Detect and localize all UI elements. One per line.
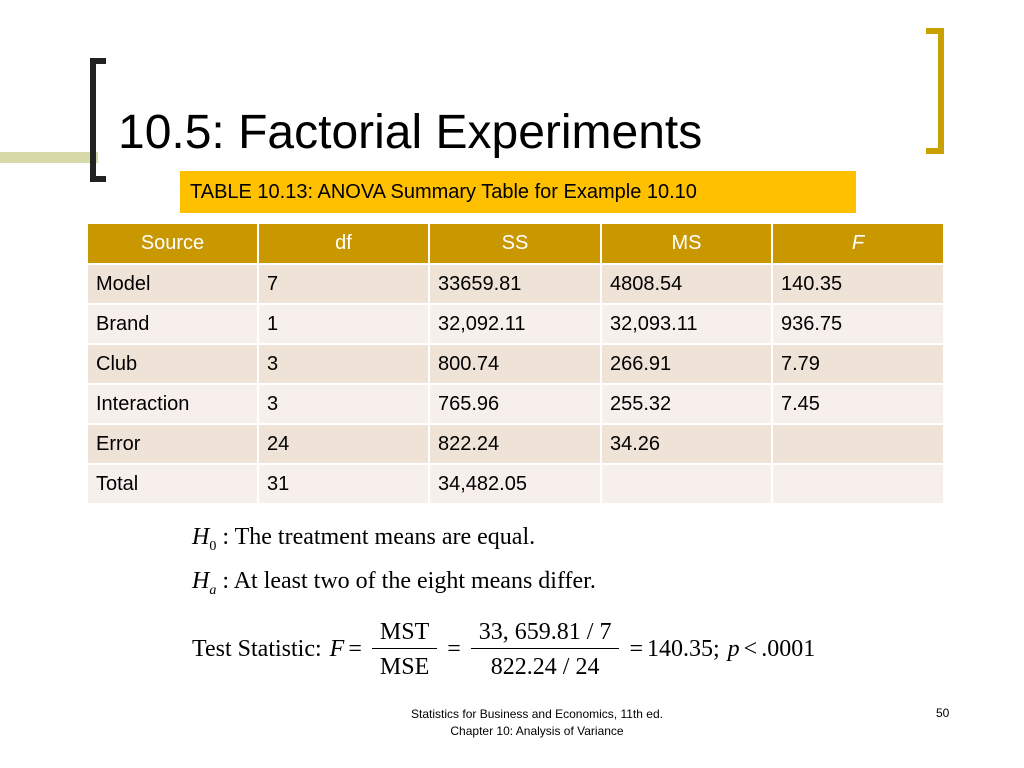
table-caption: TABLE 10.13: ANOVA Summary Table for Exa… (180, 171, 856, 213)
cell-ss: 800.74 (428, 343, 602, 385)
cell-f: 140.35 (771, 263, 945, 305)
table-row: Club 3 800.74 266.91 7.79 (86, 343, 945, 385)
anova-table: Source df SS MS F Model 7 33659.81 4808.… (86, 222, 945, 505)
test-statistic-label: Test Statistic: (192, 635, 322, 662)
h0-subscript: 0 (209, 538, 217, 554)
ha-text: At least two of the eight means differ. (233, 568, 596, 594)
header-df: df (257, 222, 430, 265)
cell-ss: 34,482.05 (428, 463, 602, 505)
header-ms: MS (600, 222, 773, 265)
cell-ms: 255.32 (600, 383, 773, 425)
cell-source: Club (86, 343, 259, 385)
cell-f: 7.45 (771, 383, 945, 425)
cell-df: 3 (257, 343, 430, 385)
cell-ss: 822.24 (428, 423, 602, 465)
ha-colon: : (222, 568, 230, 594)
alternative-hypothesis: Ha : At least two of the eight means dif… (192, 568, 596, 599)
cell-ss: 33659.81 (428, 263, 602, 305)
equals-sign: = (447, 635, 461, 662)
header-source: Source (86, 222, 259, 265)
null-hypothesis: H0 : The treatment means are equal. (192, 524, 535, 555)
h0-colon: : (222, 524, 230, 550)
fraction-denominator: MSE (379, 653, 430, 680)
cell-ss: 32,092.11 (428, 303, 602, 345)
p-value: .0001 (761, 635, 816, 662)
right-bracket-decoration (926, 28, 944, 154)
cell-ss: 765.96 (428, 383, 602, 425)
cell-source: Interaction (86, 383, 259, 425)
cell-f: 7.79 (771, 343, 945, 385)
slide-title: 10.5: Factorial Experiments (118, 106, 703, 159)
table-row: Brand 1 32,092.11 32,093.11 936.75 (86, 303, 945, 345)
slide-footer: Statistics for Business and Economics, 1… (370, 706, 704, 740)
f-result: 140.35; (647, 635, 720, 662)
fraction-numerator: 33, 659.81 / 7 (470, 618, 620, 649)
table-row: Interaction 3 765.96 255.32 7.45 (86, 383, 945, 425)
equals-sign: = (629, 635, 643, 662)
page-number: 50 (936, 706, 950, 720)
p-variable: p (727, 635, 740, 662)
ha-symbol: H (192, 568, 210, 594)
cell-source: Brand (86, 303, 259, 345)
cell-ms: 34.26 (600, 423, 773, 465)
cell-ms (600, 463, 773, 505)
table-header-row: Source df SS MS F (86, 222, 945, 265)
h0-symbol: H (192, 524, 210, 550)
cell-df: 1 (257, 303, 430, 345)
table-row: Model 7 33659.81 4808.54 140.35 (86, 263, 945, 305)
header-f: F (771, 222, 945, 265)
cell-source: Error (86, 423, 259, 465)
footer-line-2: Chapter 10: Analysis of Variance (450, 724, 624, 738)
cell-f: 936.75 (771, 303, 945, 345)
cell-df: 24 (257, 423, 430, 465)
fraction-values: 33, 659.81 / 7 822.24 / 24 (470, 618, 620, 681)
ha-subscript: a (209, 582, 217, 598)
cell-f (771, 423, 945, 465)
decorative-bar (0, 152, 98, 163)
cell-ms: 266.91 (600, 343, 773, 385)
table-row: Total 31 34,482.05 (86, 463, 945, 505)
cell-df: 7 (257, 263, 430, 305)
left-bracket-decoration (90, 58, 106, 182)
cell-f (771, 463, 945, 505)
less-than-sign: < (743, 635, 758, 662)
footer-line-1: Statistics for Business and Economics, 1… (411, 707, 663, 721)
f-variable: F (329, 635, 345, 662)
header-ss: SS (428, 222, 602, 265)
cell-source: Model (86, 263, 259, 305)
cell-source: Total (86, 463, 259, 505)
fraction-denominator: 822.24 / 24 (490, 653, 600, 680)
cell-df: 3 (257, 383, 430, 425)
test-statistic-formula: Test Statistic: F = MST MSE = 33, 659.81… (192, 612, 815, 686)
fraction-mst-mse: MST MSE (371, 618, 438, 681)
equals-sign: = (348, 635, 362, 662)
h0-text: The treatment means are equal. (234, 524, 536, 550)
cell-df: 31 (257, 463, 430, 505)
cell-ms: 32,093.11 (600, 303, 773, 345)
table-row: Error 24 822.24 34.26 (86, 423, 945, 465)
cell-ms: 4808.54 (600, 263, 773, 305)
fraction-numerator: MST (371, 618, 438, 649)
